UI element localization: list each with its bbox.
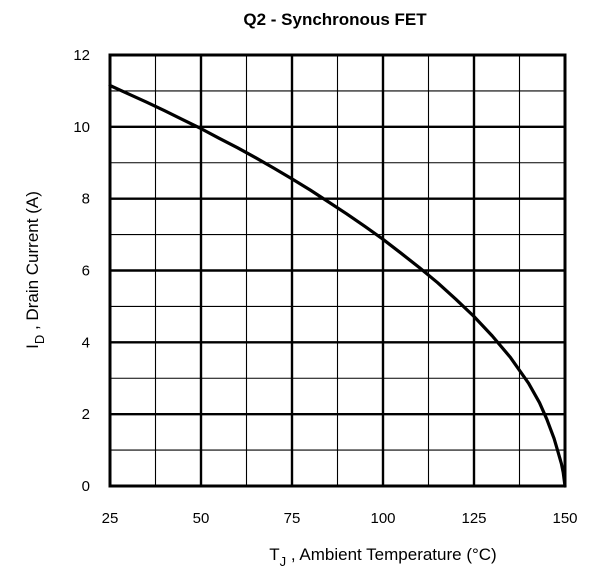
y-tick-label: 6 (82, 263, 90, 280)
x-tick-label: 150 (552, 510, 577, 527)
grid (108, 53, 567, 488)
x-tick-label: 125 (461, 510, 486, 527)
y-axis-label: ID , Drain Current (A) (23, 191, 47, 349)
plot-frame (108, 53, 567, 488)
y-tick-label: 2 (82, 406, 90, 423)
x-tick-label: 25 (102, 510, 119, 527)
chart-title: Q2 - Synchronous FET (243, 10, 427, 29)
y-tick-label: 12 (73, 47, 90, 64)
y-axis-subscript: D (32, 335, 47, 344)
y-tick-label: 10 (73, 119, 90, 136)
series-line (108, 83, 567, 488)
x-axis-subscript: J (280, 554, 287, 569)
x-tick-label: 100 (370, 510, 395, 527)
x-tick-label: 50 (193, 510, 210, 527)
x-axis-label: TJ , Ambient Temperature (°C) (269, 545, 496, 569)
y-axis-text: , Drain Current (A) (23, 191, 42, 335)
x-axis-symbol: T (269, 545, 279, 564)
x-tick-label: 75 (284, 510, 301, 527)
y-tick-label: 0 (82, 478, 90, 495)
y-tick-label: 8 (82, 191, 90, 208)
y-axis-symbol: I (23, 344, 42, 349)
data-series (108, 83, 567, 488)
x-tick-labels: 25 50 75 100 125 150 (102, 510, 578, 527)
y-tick-labels: 0 2 4 6 8 10 12 (73, 47, 90, 495)
y-tick-label: 4 (82, 334, 90, 351)
x-axis-text: , Ambient Temperature (°C) (286, 545, 497, 564)
